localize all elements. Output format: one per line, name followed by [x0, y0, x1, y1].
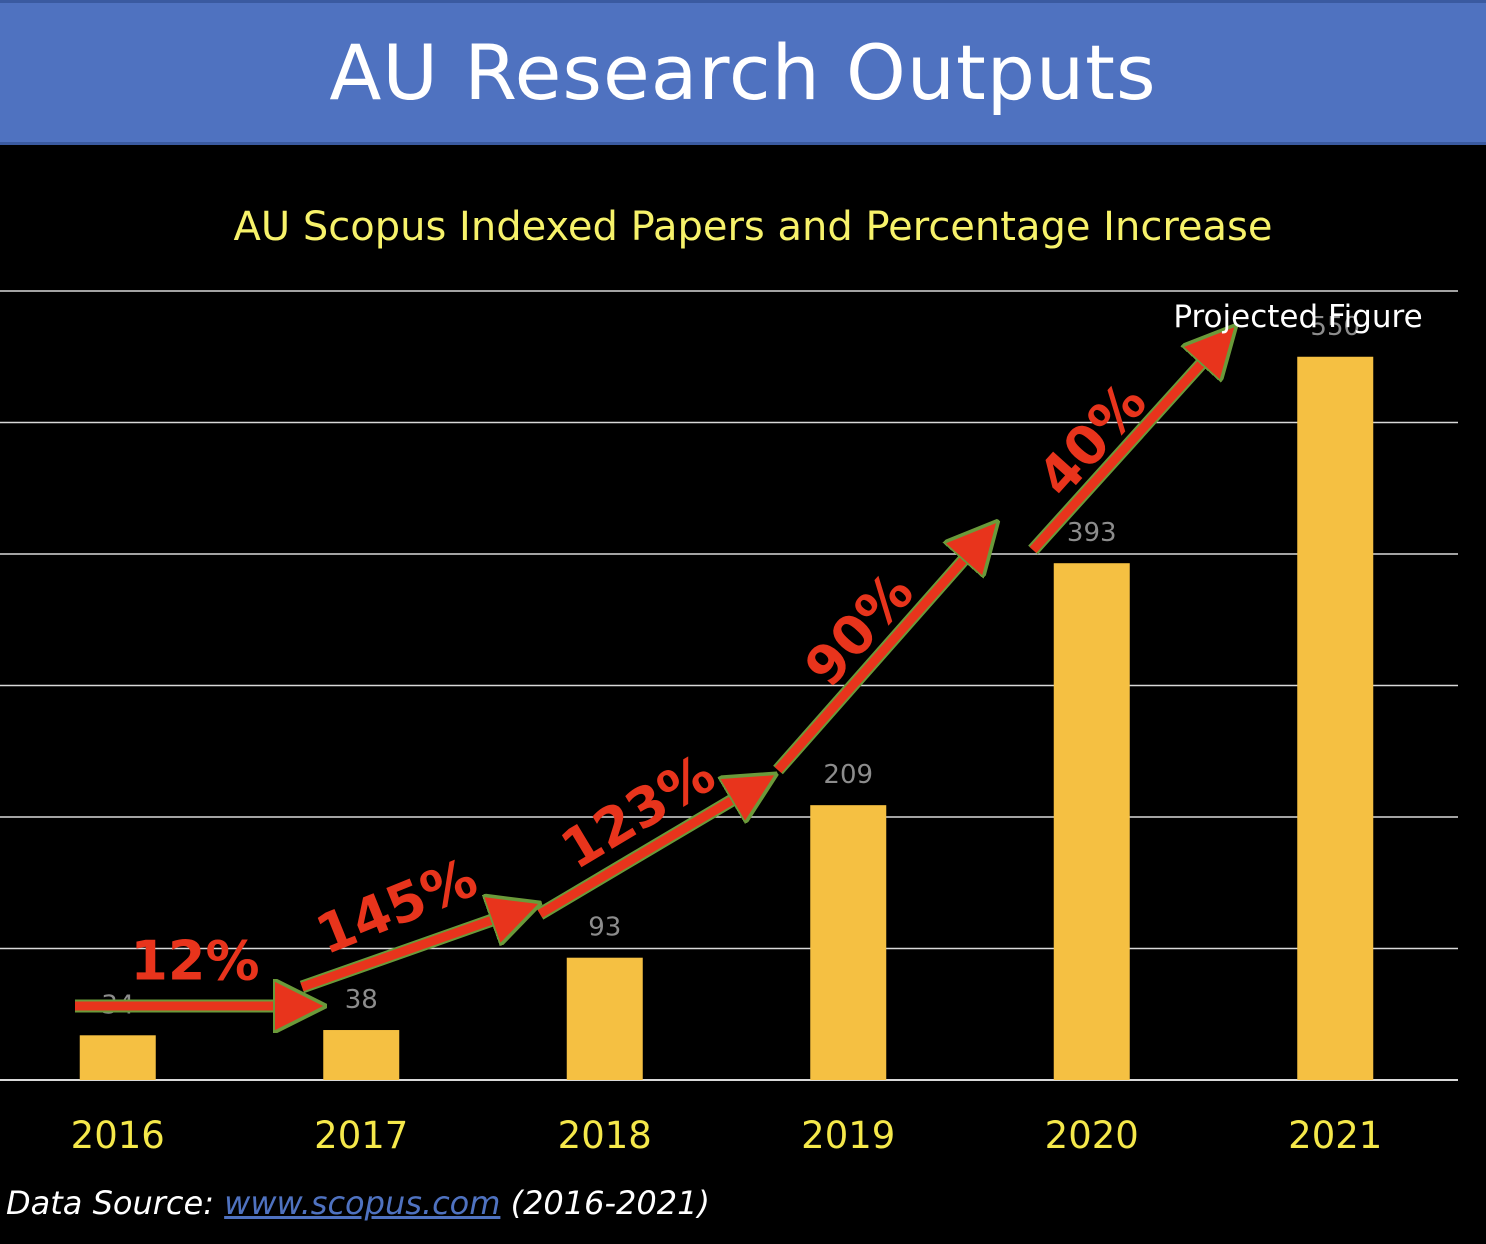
data-label-2018: 93: [588, 913, 621, 943]
source-suffix: (2016-2021): [500, 1184, 710, 1222]
growth-arrow: 90%: [773, 539, 982, 775]
growth-arrow: 145%: [299, 846, 518, 994]
x-tick-2020: 2020: [1045, 1114, 1139, 1157]
data-label-2017: 38: [345, 985, 378, 1015]
growth-arrow: 40%: [1025, 343, 1220, 555]
bar-2018: [566, 957, 643, 1080]
source-prefix: Data Source:: [6, 1184, 225, 1222]
bar-2021: [1297, 356, 1374, 1080]
growth-label: 12%: [130, 930, 259, 993]
gridlines: [0, 290, 1458, 1081]
bar-2019: [810, 805, 887, 1080]
x-tick-2017: 2017: [314, 1114, 408, 1157]
title-banner: AU Research Outputs: [0, 0, 1486, 145]
data-labels: 343893209393550: [101, 312, 1360, 1021]
x-tick-2018: 2018: [558, 1114, 652, 1157]
projected-figure-label: Projected Figure: [1173, 299, 1422, 335]
x-axis-labels: 2016 2017 2018 2019 2020 2021: [71, 1114, 1383, 1157]
data-label-2020: 393: [1067, 518, 1117, 548]
data-source: Data Source: www.scopus.com (2016-2021): [6, 1184, 710, 1222]
bar-2020: [1053, 563, 1130, 1080]
data-label-2019: 209: [823, 760, 873, 790]
growth-arrow: 123%: [536, 742, 756, 920]
bar-chart: AU Scopus Indexed Papers and Percentage …: [0, 204, 1458, 1157]
bar-2016: [79, 1035, 156, 1080]
x-tick-2019: 2019: [801, 1114, 895, 1157]
growth-arrows: 12% 145%123%90%40%: [75, 343, 1220, 1006]
data-label-2021: 550: [1310, 312, 1360, 342]
growth-arrow: 12%: [75, 930, 302, 1006]
x-tick-2016: 2016: [71, 1114, 165, 1157]
slide-title: AU Research Outputs: [329, 28, 1157, 117]
x-tick-2021: 2021: [1288, 1114, 1382, 1157]
source-link[interactable]: www.scopus.com: [224, 1184, 501, 1222]
bars: [79, 356, 1374, 1080]
chart-subtitle: AU Scopus Indexed Papers and Percentage …: [234, 204, 1273, 250]
bar-2017: [323, 1030, 400, 1080]
